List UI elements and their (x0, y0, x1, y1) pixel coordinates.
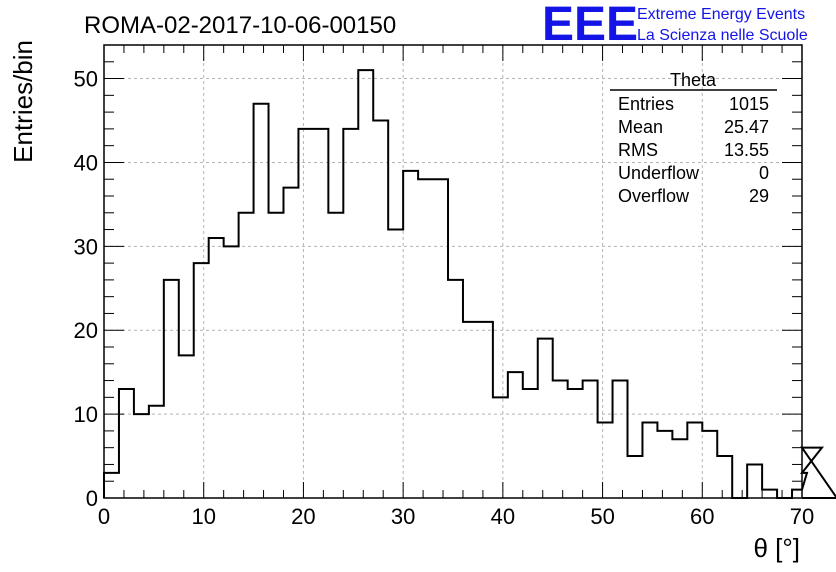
y-tick-label: 10 (74, 402, 98, 427)
stats-label: RMS (618, 140, 658, 160)
stats-label: Entries (618, 94, 674, 114)
histogram-line (103, 69, 836, 499)
chart-title: ROMA-02-2017-10-06-00150 (84, 12, 396, 39)
eee-logo: EEE Extreme Energy Events La Scienza nel… (542, 0, 808, 51)
stats-value: 25.47 (724, 117, 769, 137)
x-tick-label: 10 (191, 504, 215, 529)
stats-box: Theta Entries 1015 Mean 25.47 RMS 13.55 Underf… (610, 70, 777, 206)
x-axis-label: θ [°] (753, 533, 800, 563)
grid (104, 45, 802, 498)
y-tick-label: 40 (74, 150, 98, 175)
stats-value: 13.55 (724, 140, 769, 160)
x-tick-label: 20 (291, 504, 315, 529)
plot-frame (103, 44, 803, 499)
stats-label: Mean (618, 117, 663, 137)
stats-label: Underflow (618, 163, 700, 183)
y-tick-label: 30 (74, 234, 98, 259)
stats-value: 0 (759, 163, 769, 183)
x-tick-label: 70 (790, 504, 814, 529)
stats-value: 1015 (729, 94, 769, 114)
logo-line-2: La Scienza nelle Scuole (637, 27, 808, 44)
y-axis-label: Entries/bin (8, 40, 38, 163)
axis-ticks (103, 44, 803, 499)
logo-line-1: Extreme Energy Events (637, 6, 805, 23)
y-tick-label: 20 (74, 318, 98, 343)
x-tick-label: 0 (98, 504, 110, 529)
stats-value: 29 (749, 186, 769, 206)
stats-rows: Entries 1015 Mean 25.47 RMS 13.55 Underflow 0 Ov… (618, 94, 769, 206)
tick-labels: 0 10 20 30 40 50 60 70 0 10 20 30 40 50 (74, 67, 815, 529)
y-tick-label: 0 (86, 486, 98, 511)
y-tick-label: 50 (74, 67, 98, 92)
x-tick-label: 40 (491, 504, 515, 529)
logo-mark: EEE (542, 0, 638, 51)
stats-title: Theta (670, 70, 717, 90)
x-tick-label: 60 (690, 504, 714, 529)
x-tick-label: 30 (391, 504, 415, 529)
x-tick-label: 50 (590, 504, 614, 529)
stats-label: Overflow (618, 186, 690, 206)
